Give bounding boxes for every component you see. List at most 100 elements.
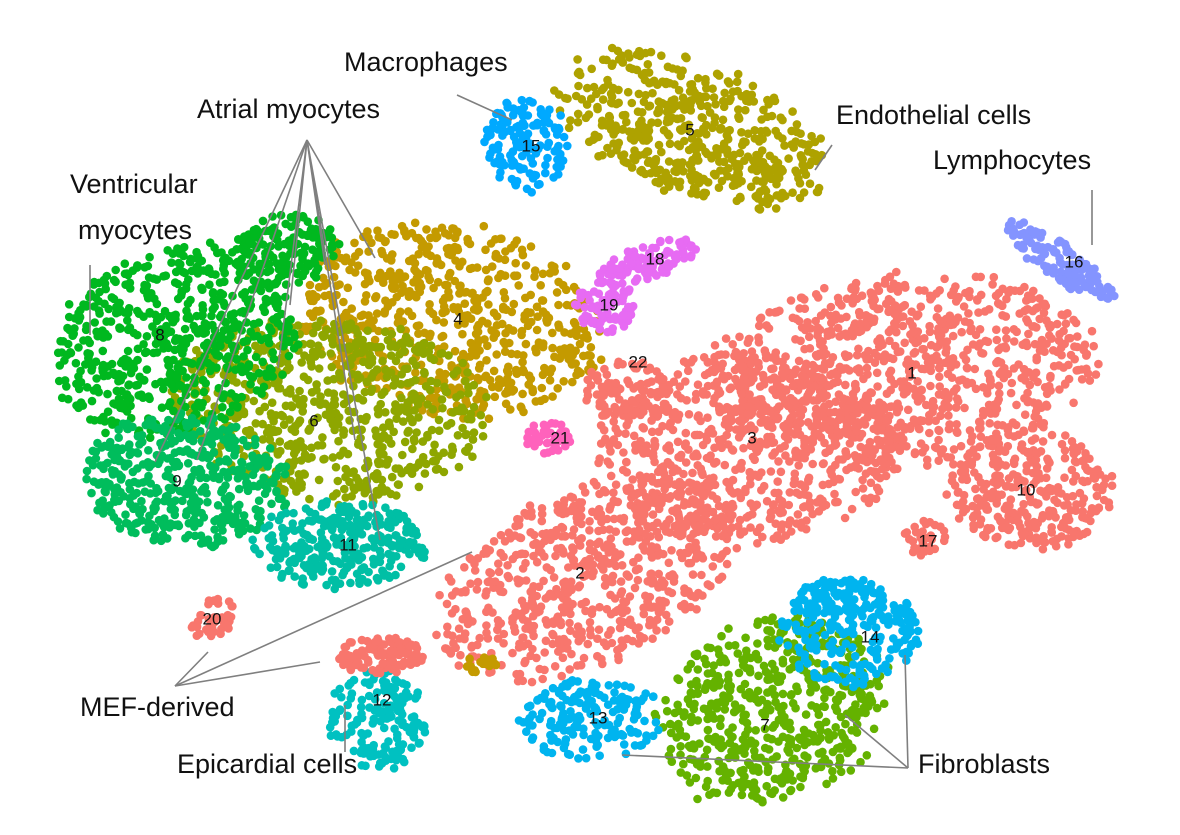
cell-point-cluster-3 bbox=[772, 378, 782, 388]
cell-point-cluster-4 bbox=[516, 402, 526, 412]
cell-point-cluster-2 bbox=[661, 625, 670, 635]
cell-point-cluster-3 bbox=[665, 515, 674, 524]
cell-point-cluster-6 bbox=[326, 349, 336, 358]
cell-point-cluster-1 bbox=[1046, 373, 1055, 383]
cell-point-cluster-4 bbox=[538, 269, 548, 279]
cell-point-cluster-6 bbox=[364, 341, 374, 351]
cell-point-cluster-5 bbox=[685, 101, 694, 110]
cell-point-cluster-2 bbox=[496, 530, 506, 540]
cell-point-cluster-2 bbox=[557, 671, 566, 681]
cell-point-cluster-3 bbox=[745, 378, 754, 387]
cell-point-cluster-5 bbox=[735, 148, 745, 158]
cell-point-cluster-7 bbox=[764, 745, 774, 754]
cell-point-cluster-4 bbox=[575, 339, 585, 349]
cell-point-cluster-7 bbox=[650, 709, 660, 719]
cell-point-cluster-5 bbox=[582, 100, 592, 109]
cell-point-cluster-5 bbox=[734, 160, 744, 169]
cell-point-cluster-2 bbox=[556, 545, 566, 554]
cell-point-cluster-3 bbox=[653, 411, 663, 420]
cell-point-cluster-8 bbox=[190, 389, 200, 398]
cell-point-cluster-4 bbox=[518, 389, 527, 399]
cell-point-cluster-2 bbox=[596, 561, 606, 571]
cell-point-cluster-2 bbox=[608, 577, 617, 587]
cell-point-cluster-1 bbox=[959, 302, 969, 311]
cell-point-cluster-3 bbox=[819, 459, 828, 468]
cell-point-cluster-6 bbox=[363, 326, 373, 336]
cell-point-cluster-1 bbox=[974, 308, 983, 317]
cell-point-cluster-6 bbox=[391, 464, 401, 473]
cell-point-cluster-7 bbox=[831, 702, 840, 712]
cell-point-cluster-5 bbox=[661, 168, 671, 178]
cell-point-cluster-7 bbox=[835, 690, 844, 700]
cell-point-cluster-1 bbox=[865, 354, 874, 364]
cell-point-cluster-3 bbox=[896, 442, 906, 452]
cell-point-cluster-1 bbox=[811, 316, 820, 326]
cell-point-cluster-6 bbox=[328, 420, 338, 429]
cell-point-cluster-2 bbox=[526, 651, 535, 661]
cell-point-cluster-2 bbox=[653, 551, 662, 560]
cell-point-cluster-1 bbox=[754, 321, 764, 331]
cell-point-cluster-3 bbox=[759, 407, 768, 416]
cell-point-cluster-1 bbox=[885, 305, 894, 315]
cell-point-cluster-1 bbox=[841, 447, 850, 456]
cell-point-cluster-7 bbox=[746, 736, 756, 745]
cell-point-cluster-4 bbox=[425, 275, 435, 285]
cell-point-cluster-2 bbox=[684, 487, 694, 496]
cell-point-cluster-3 bbox=[877, 456, 886, 466]
cell-point-cluster-4 bbox=[540, 394, 549, 404]
cell-point-cluster-6 bbox=[239, 409, 249, 419]
cell-point-cluster-6 bbox=[345, 394, 355, 404]
cell-point-cluster-2 bbox=[710, 552, 719, 562]
cell-point-cluster-1 bbox=[1071, 318, 1081, 328]
cell-point-cluster-7 bbox=[661, 695, 670, 705]
cell-point-cluster-2 bbox=[535, 545, 544, 554]
cell-point-cluster-6 bbox=[331, 462, 341, 472]
cell-point-cluster-6 bbox=[249, 396, 259, 406]
cell-point-cluster-3 bbox=[648, 477, 657, 486]
cell-point-cluster-1 bbox=[865, 313, 874, 322]
cell-point-cluster-3 bbox=[753, 442, 762, 451]
cell-point-cluster-2 bbox=[622, 484, 631, 493]
cell-point-cluster-5 bbox=[670, 177, 680, 186]
cell-point-cluster-1 bbox=[880, 350, 890, 359]
cell-point-cluster-4 bbox=[373, 273, 383, 283]
cell-point-cluster-4 bbox=[555, 354, 565, 363]
cell-point-cluster-2 bbox=[456, 650, 465, 660]
cell-point-cluster-4 bbox=[481, 265, 491, 275]
cell-point-cluster-2 bbox=[527, 512, 536, 521]
cell-point-cluster-2 bbox=[538, 674, 547, 684]
cell-point-cluster-2 bbox=[569, 556, 578, 566]
cell-point-cluster-3 bbox=[799, 396, 809, 405]
cell-point-cluster-4 bbox=[449, 224, 459, 233]
cell-point-cluster-7 bbox=[727, 747, 736, 756]
cell-point-cluster-2 bbox=[472, 585, 482, 594]
cell-point-cluster-3 bbox=[765, 514, 775, 524]
cell-point-cluster-7 bbox=[846, 766, 856, 775]
cell-point-cluster-4 bbox=[489, 366, 499, 376]
cell-point-cluster-7 bbox=[706, 643, 715, 653]
cell-point-cluster-4 bbox=[433, 277, 443, 287]
cell-point-cluster-2 bbox=[685, 542, 694, 552]
cell-point-cluster-5 bbox=[798, 160, 807, 170]
cell-point-cluster-5 bbox=[784, 154, 793, 163]
cell-point-cluster-1 bbox=[900, 425, 910, 434]
cell-point-cluster-5 bbox=[573, 109, 583, 119]
cell-point-cluster-2 bbox=[451, 587, 461, 596]
cell-point-cluster-2 bbox=[573, 661, 582, 670]
cell-point-cluster-2 bbox=[697, 570, 706, 580]
cell-point-cluster-5 bbox=[625, 53, 634, 62]
cell-point-cluster-3 bbox=[808, 459, 817, 469]
cell-point-cluster-1 bbox=[998, 311, 1007, 320]
cell-point-cluster-6 bbox=[295, 386, 304, 396]
cell-point-cluster-4 bbox=[506, 243, 516, 253]
cell-point-cluster-3 bbox=[673, 415, 683, 424]
cell-point-cluster-5 bbox=[660, 77, 670, 87]
cell-point-cluster-5 bbox=[711, 100, 720, 109]
cell-point-cluster-4 bbox=[554, 277, 563, 287]
cell-point-cluster-3 bbox=[681, 377, 690, 386]
cell-point-cluster-5 bbox=[653, 108, 662, 118]
cell-point-cluster-5 bbox=[722, 131, 732, 140]
cell-point-cluster-2 bbox=[537, 516, 547, 526]
cell-point-cluster-6 bbox=[289, 449, 299, 459]
cell-point-cluster-7 bbox=[738, 783, 747, 793]
